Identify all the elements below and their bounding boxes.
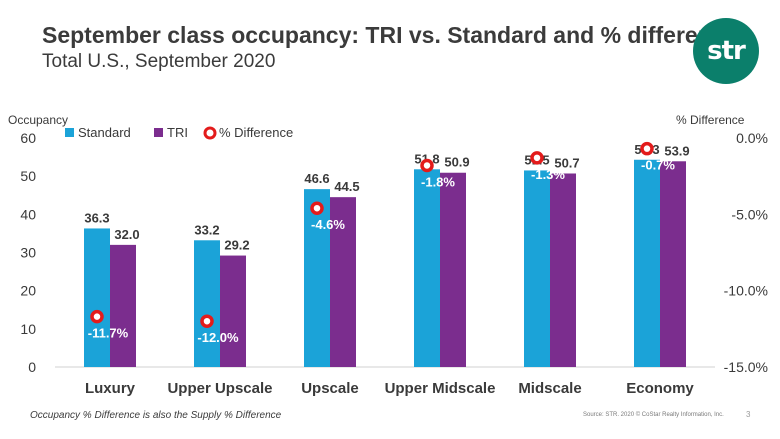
- data-label-standard: 33.2: [194, 222, 219, 237]
- data-label-tri: 50.7: [554, 155, 579, 170]
- logo-text: str: [707, 36, 746, 66]
- data-label-tri: 32.0: [114, 227, 139, 242]
- bar-tri: [440, 172, 466, 367]
- bar-standard: [524, 170, 550, 367]
- chart-subtitle: Total U.S., September 2020: [42, 51, 276, 72]
- page-number: 3: [746, 410, 751, 419]
- chart-title: September class occupancy: TRI vs. Stand…: [42, 22, 738, 48]
- y-tick-label: 20: [20, 283, 36, 299]
- x-tick-label: Economy: [626, 380, 694, 397]
- y-tick-label: 30: [20, 245, 36, 261]
- difference-marker: [420, 158, 434, 173]
- footnote: Occupancy % Difference is also the Suppl…: [30, 410, 282, 421]
- y-axis-title: Occupancy: [8, 113, 68, 127]
- y-tick-label: 0: [28, 359, 36, 375]
- legend-marker-difference: [203, 126, 217, 140]
- data-label-difference: -11.7%: [88, 326, 129, 341]
- legend-label-standard: Standard: [78, 125, 131, 140]
- bar-standard: [634, 159, 660, 367]
- bar-standard: [304, 189, 330, 367]
- x-tick-label: Midscale: [518, 380, 581, 397]
- data-label-standard: 46.6: [304, 171, 329, 186]
- data-label-tri: 53.9: [664, 143, 689, 158]
- legend-swatch-tri: [154, 128, 163, 137]
- bar-standard: [194, 240, 220, 367]
- y-tick-label: 50: [20, 168, 36, 184]
- y2-tick-label: -10.0%: [724, 283, 768, 299]
- y2-axis-title: % Difference: [676, 113, 745, 127]
- bar-tri: [110, 244, 136, 367]
- data-label-difference: -4.6%: [311, 217, 345, 232]
- x-tick-label: Upper Midscale: [385, 380, 496, 397]
- data-label-tri: 50.9: [444, 155, 469, 170]
- y2-tick-label: -15.0%: [724, 359, 768, 375]
- bar-tri: [660, 161, 686, 367]
- bar-standard: [84, 228, 110, 367]
- x-tick-label: Upper Upscale: [167, 380, 272, 397]
- legend-swatch-standard: [65, 128, 74, 137]
- difference-marker: [90, 309, 104, 324]
- data-label-difference: -12.0%: [197, 330, 239, 345]
- data-label-difference: -1.3%: [531, 167, 565, 182]
- y2-tick-label: 0.0%: [736, 130, 768, 146]
- bar-tri: [330, 197, 356, 367]
- source-note: Source: STR. 2020 © CoStar Realty Inform…: [583, 412, 724, 418]
- y2-tick-label: -5.0%: [731, 206, 768, 222]
- data-label-standard: 36.3: [84, 210, 109, 225]
- legend-label-tri: TRI: [167, 125, 188, 140]
- difference-marker: [310, 201, 324, 215]
- x-tick-label: Luxury: [85, 380, 136, 397]
- data-label-tri: 44.5: [334, 179, 359, 194]
- bar-standard: [414, 169, 440, 367]
- y-tick-label: 40: [20, 206, 36, 222]
- difference-marker: [530, 151, 544, 165]
- difference-marker: [640, 141, 654, 156]
- bar-tri: [220, 255, 246, 367]
- data-label-tri: 29.2: [224, 238, 249, 253]
- data-label-difference: -0.7%: [641, 158, 675, 173]
- y-tick-label: 10: [20, 321, 36, 337]
- x-tick-label: Upscale: [301, 380, 359, 397]
- str-logo: str: [693, 18, 759, 84]
- data-label-difference: -1.8%: [421, 174, 455, 189]
- difference-marker: [200, 314, 214, 328]
- y-tick-label: 60: [20, 130, 36, 146]
- legend-label-difference: % Difference: [219, 125, 293, 140]
- bar-tri: [550, 173, 576, 367]
